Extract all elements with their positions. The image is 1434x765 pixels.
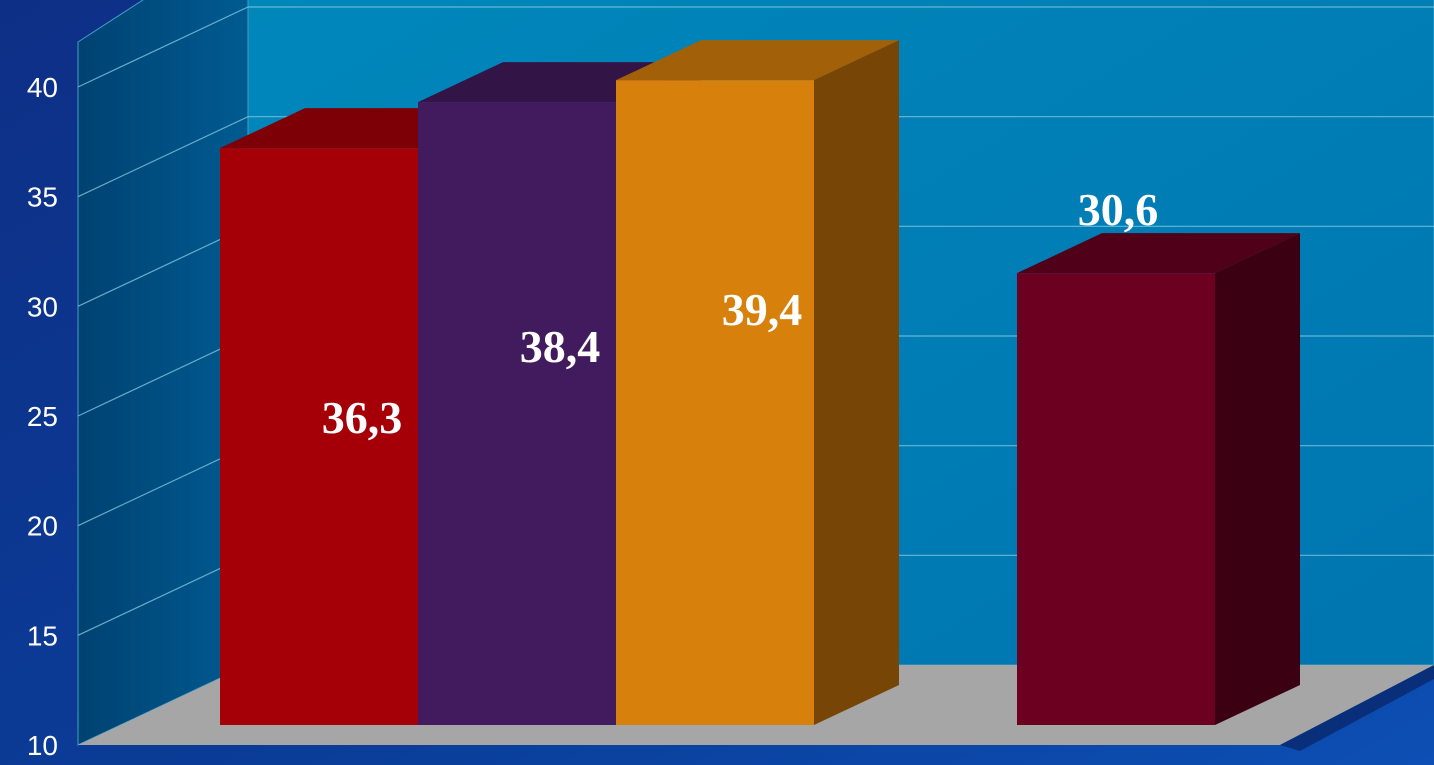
y-tick-label: 30 bbox=[27, 291, 58, 322]
bar-top bbox=[616, 40, 899, 81]
y-tick-label: 10 bbox=[27, 730, 58, 761]
gridline bbox=[77, 116, 1434, 198]
floor-edge bbox=[1280, 665, 1434, 751]
data-labels: 36,3 38,4 39,4 30,6 bbox=[322, 184, 1159, 443]
data-label: 36,3 bbox=[322, 392, 403, 443]
data-label: 39,4 bbox=[722, 284, 803, 335]
bar-front bbox=[418, 102, 616, 726]
bar-side bbox=[1215, 233, 1300, 725]
y-tick-label: 35 bbox=[27, 182, 58, 213]
gridline bbox=[77, 6, 1434, 88]
y-tick-label: 20 bbox=[27, 511, 58, 542]
y-axis-ticks: 10 15 20 25 30 35 40 bbox=[27, 72, 58, 761]
bar-top bbox=[1017, 233, 1300, 274]
bar-front bbox=[616, 80, 814, 725]
bar bbox=[1017, 233, 1300, 725]
bar bbox=[616, 40, 899, 726]
bar-front bbox=[220, 148, 418, 726]
y-tick-label: 15 bbox=[27, 620, 58, 651]
bar-front bbox=[1017, 273, 1215, 725]
y-tick-label: 25 bbox=[27, 401, 58, 432]
bar-side bbox=[814, 40, 899, 726]
y-tick-label: 40 bbox=[27, 72, 58, 103]
data-label: 30,6 bbox=[1078, 184, 1159, 235]
bars bbox=[220, 40, 1300, 726]
data-label: 38,4 bbox=[520, 321, 601, 372]
